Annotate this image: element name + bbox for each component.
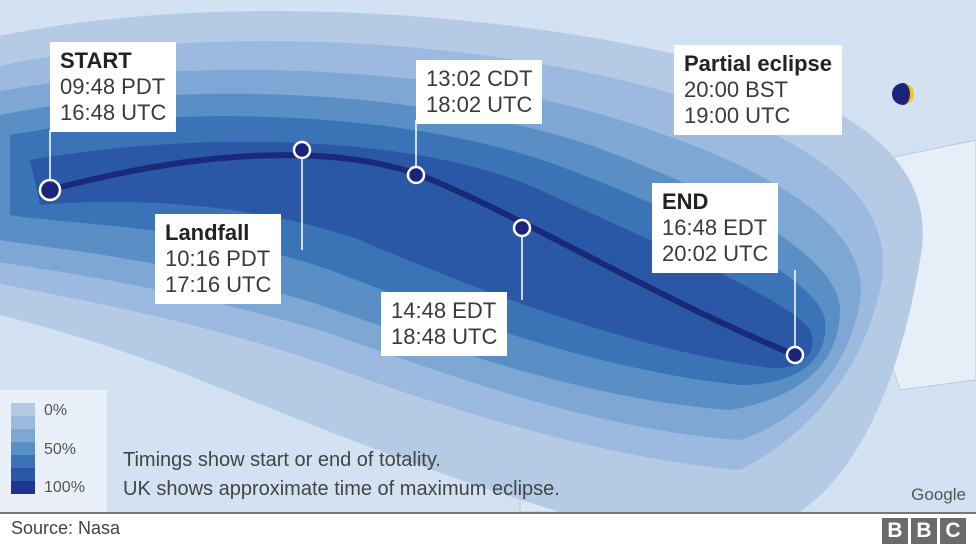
end-label: END 16:48 EDT 20:02 UTC xyxy=(652,183,779,273)
bbc-logo: B B C xyxy=(882,518,966,544)
partial-eclipse-label: Partial eclipse 20:00 BST 19:00 UTC xyxy=(674,45,842,135)
legend-swatches xyxy=(11,403,35,494)
legend-label-50: 50% xyxy=(44,441,77,458)
eclipse-path-bands xyxy=(0,11,976,512)
legend-label-0: 0% xyxy=(44,402,68,419)
map-note: Timings show start or end of totality. U… xyxy=(123,449,560,500)
edt-marker xyxy=(512,218,532,238)
landfall-marker xyxy=(292,140,312,160)
legend-label-100: 100% xyxy=(44,479,85,496)
footer-divider xyxy=(0,512,976,514)
landfall-label: Landfall 10:16 PDT 17:16 UTC xyxy=(155,214,282,304)
cdt-label: 13:02 CDT 18:02 UTC xyxy=(416,60,543,124)
legend: 0% 50% 100% xyxy=(0,390,107,512)
start-marker xyxy=(38,178,62,202)
cdt-marker xyxy=(406,165,426,185)
end-marker xyxy=(785,345,805,365)
start-label: START 09:48 PDT 16:48 UTC xyxy=(50,42,177,132)
source-text: Source: Nasa xyxy=(11,518,121,538)
edt-label: 14:48 EDT 18:48 UTC xyxy=(381,292,508,356)
google-attribution: Google xyxy=(911,485,966,504)
eclipse-map: START 09:48 PDT 16:48 UTC Landfall 10:16… xyxy=(0,0,976,512)
